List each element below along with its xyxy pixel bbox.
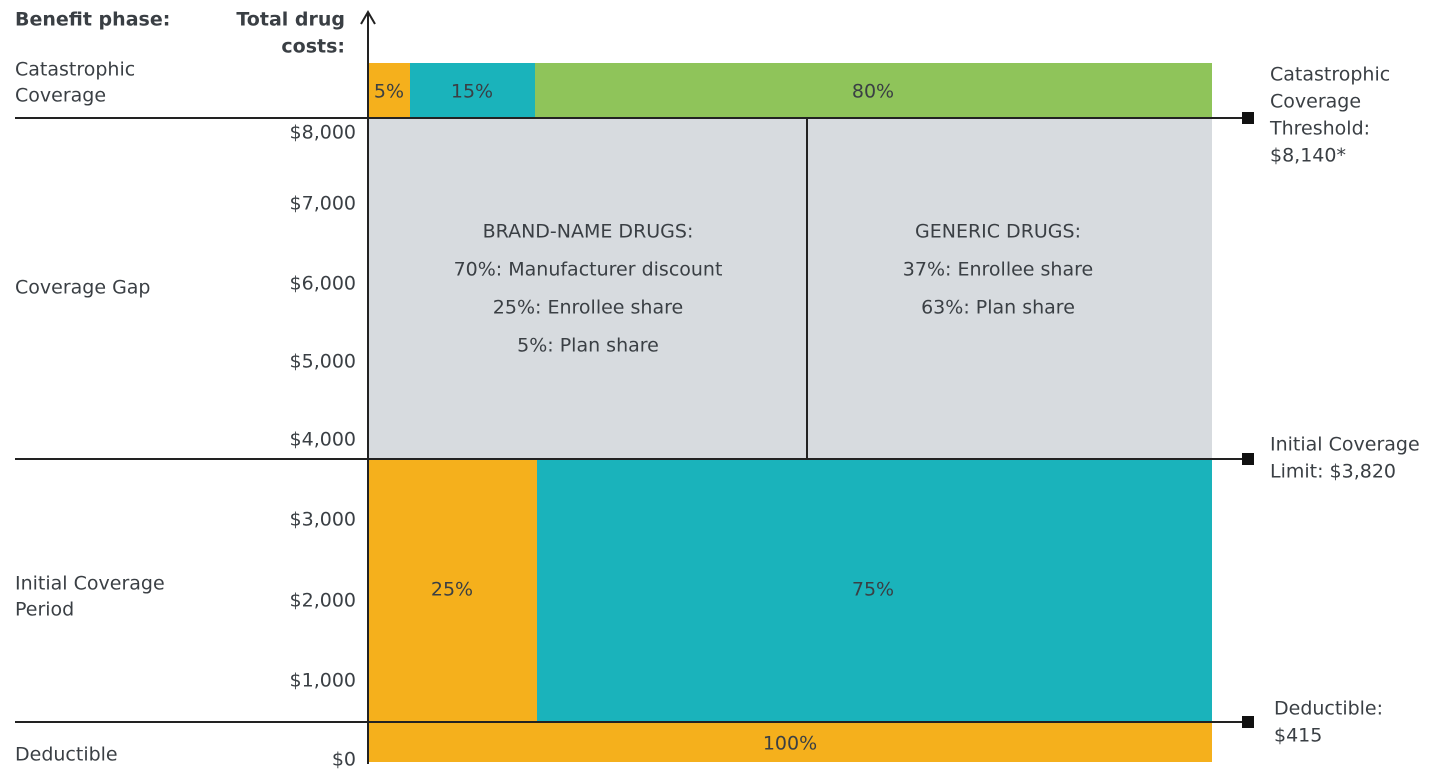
y-tick-label: $6,000 xyxy=(290,273,356,295)
phase-label: Coverage xyxy=(15,85,106,107)
threshold-label: $8,140* xyxy=(1270,145,1346,167)
band xyxy=(368,63,410,118)
axis-arrow xyxy=(360,10,376,25)
band xyxy=(368,459,537,722)
marker xyxy=(1242,112,1254,124)
marker xyxy=(1242,716,1254,728)
threshold-label: Threshold: xyxy=(1269,118,1370,140)
phase-label: Period xyxy=(15,599,74,621)
header: costs: xyxy=(281,36,345,58)
threshold-label: Coverage xyxy=(1270,91,1361,113)
phase-label: Initial Coverage xyxy=(15,573,165,595)
marker xyxy=(1242,453,1254,465)
group-line: 25%: Enrollee share xyxy=(493,297,683,319)
y-tick-label: $2,000 xyxy=(290,590,356,612)
share-label: 25% xyxy=(431,579,473,601)
threshold-label: Catastrophic xyxy=(1270,64,1390,86)
band xyxy=(410,63,535,118)
group-line: 63%: Plan share xyxy=(921,297,1075,319)
band xyxy=(535,63,1212,118)
threshold-label: $415 xyxy=(1274,725,1322,747)
share-label: 80% xyxy=(852,81,894,103)
y-tick-label: $1,000 xyxy=(290,670,356,692)
band xyxy=(537,459,1212,722)
band xyxy=(368,722,1212,762)
phase-label: Deductible xyxy=(15,744,118,766)
header: Benefit phase: xyxy=(15,9,170,31)
share-label: 15% xyxy=(451,81,493,103)
group-line: 70%: Manufacturer discount xyxy=(454,259,723,281)
y-tick-label: $5,000 xyxy=(290,351,356,373)
group-title: GENERIC DRUGS: xyxy=(915,221,1081,243)
header: Total drug xyxy=(236,9,345,31)
phase-label: Coverage Gap xyxy=(15,277,151,299)
threshold-label: Deductible: xyxy=(1274,698,1383,720)
share-label: 75% xyxy=(852,579,894,601)
threshold-label: Limit: $3,820 xyxy=(1270,461,1396,483)
y-tick-label: $7,000 xyxy=(290,193,356,215)
phase-label: Catastrophic xyxy=(15,59,135,81)
group-line: 5%: Plan share xyxy=(517,335,659,357)
group-line: 37%: Enrollee share xyxy=(903,259,1093,281)
y-tick-label: $4,000 xyxy=(290,429,356,451)
y-tick-label: $0 xyxy=(332,749,356,771)
share-label: 5% xyxy=(374,81,404,103)
y-tick-label: $3,000 xyxy=(290,509,356,531)
threshold-label: Initial Coverage xyxy=(1270,434,1420,456)
group-title: BRAND-NAME DRUGS: xyxy=(483,221,694,243)
share-label: 100% xyxy=(763,733,817,755)
band xyxy=(368,118,1212,459)
y-tick-label: $8,000 xyxy=(290,122,356,144)
